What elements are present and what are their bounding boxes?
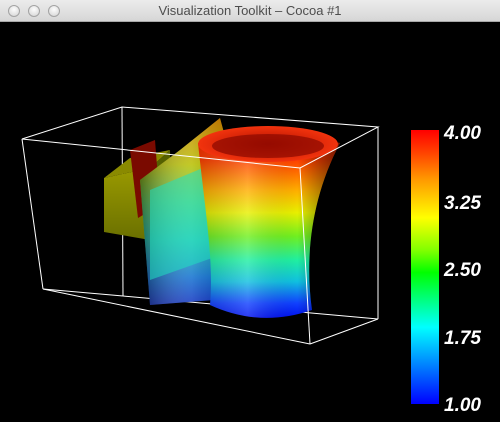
zoom-button[interactable] — [48, 5, 60, 17]
scene-svg — [21, 106, 380, 345]
scalar-label-1: 1.75 — [444, 328, 481, 349]
plane-cube-face — [150, 165, 212, 280]
scalar-bar — [411, 130, 439, 404]
scalar-label-2: 2.50 — [444, 260, 481, 281]
window-title: Visualization Toolkit – Cocoa #1 — [158, 3, 342, 18]
render-viewport[interactable]: 4.00 3.25 2.50 1.75 1.00 — [0, 22, 500, 422]
scalar-label-max: 4.00 — [444, 123, 481, 144]
scalar-label-3: 3.25 — [444, 193, 481, 214]
close-button[interactable] — [8, 5, 20, 17]
scalar-label-min: 1.00 — [444, 395, 481, 416]
title-bar[interactable]: Visualization Toolkit – Cocoa #1 — [0, 0, 500, 22]
outline-front-edges — [21, 106, 380, 345]
minimize-button[interactable] — [28, 5, 40, 17]
